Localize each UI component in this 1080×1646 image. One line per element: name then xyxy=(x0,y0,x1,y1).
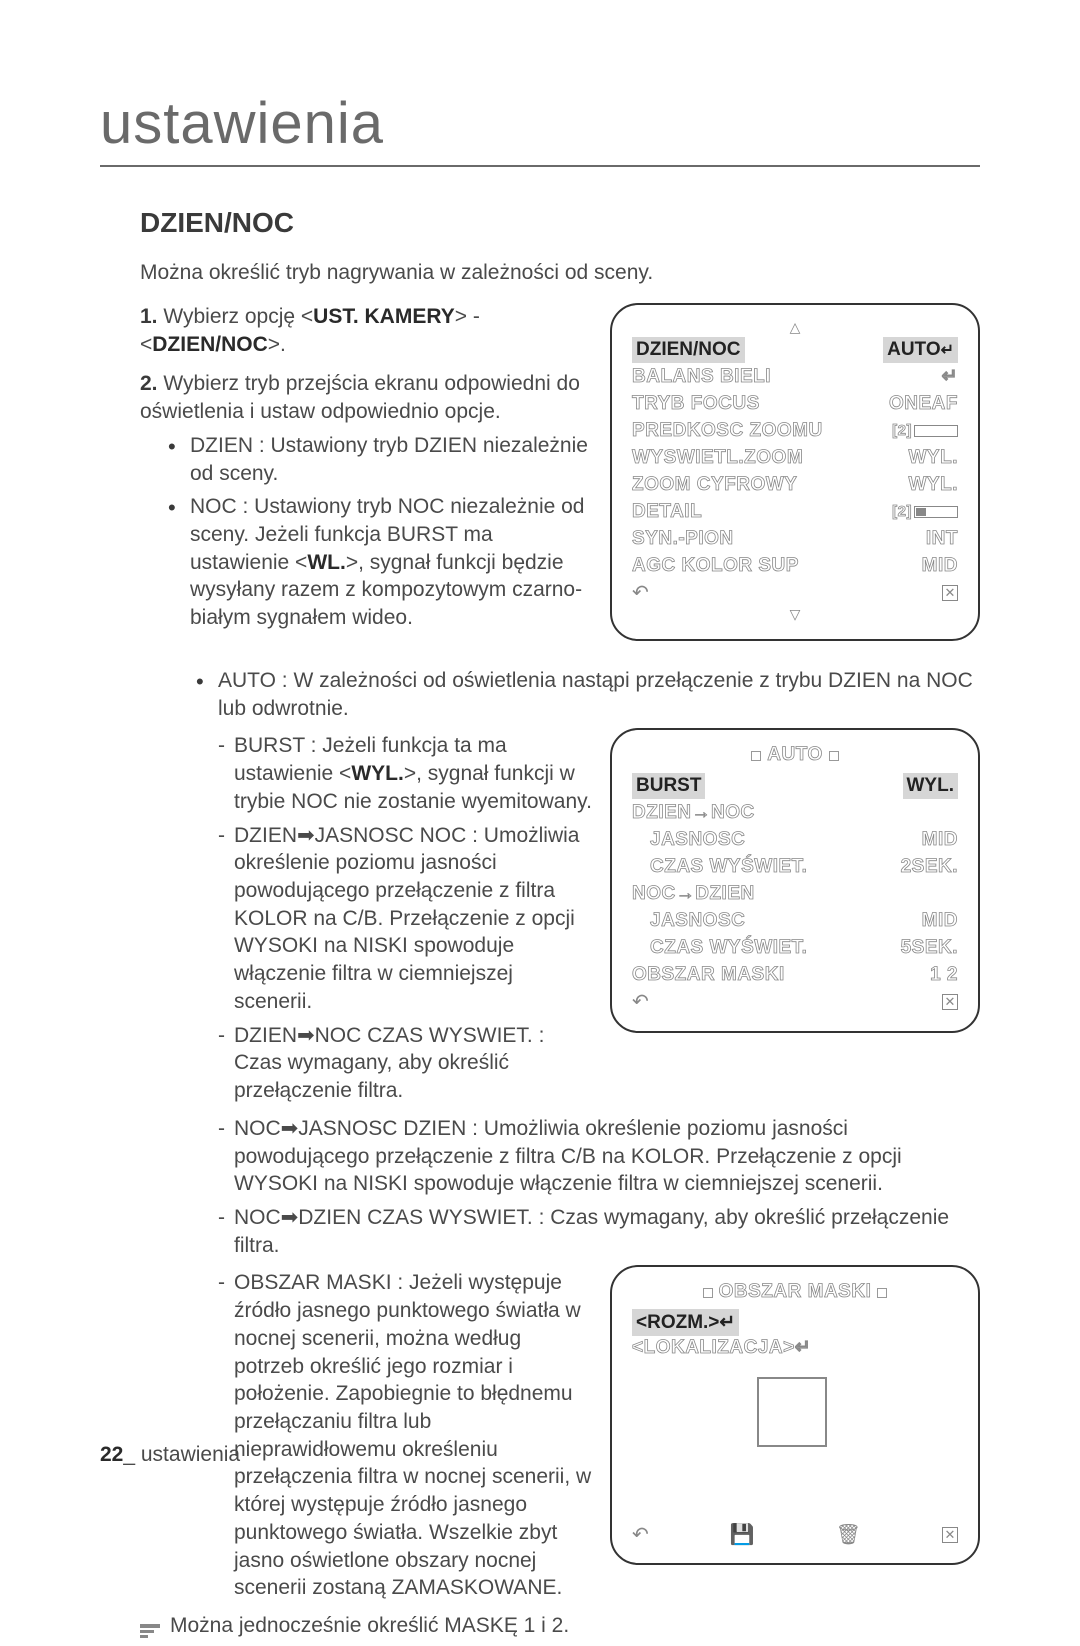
mask-square xyxy=(757,1377,827,1447)
dash-noc-czas: NOC➡DZIEN CZAS WYSWIET. : Czas wymagany,… xyxy=(218,1204,980,1259)
osd1-dziennoc-label: DZIEN/NOC xyxy=(632,337,745,363)
osd2-jasnosc1-value: MID xyxy=(922,829,958,851)
return-icon-3: ↶ xyxy=(632,1522,649,1547)
return-icon: ↶ xyxy=(632,580,649,605)
osd1-predkosc-label: PREDKOSC ZOOMU xyxy=(632,420,823,442)
osd1-focus-label: TRYB FOCUS xyxy=(632,393,760,415)
step-1-num: 1. xyxy=(140,305,158,328)
step-2-text: Wybierz tryb przejścia ekranu odpowiedni… xyxy=(140,372,580,423)
page-number: 22 xyxy=(100,1443,123,1466)
osd3-rozm: <ROZM.>↵ xyxy=(632,1309,739,1336)
osd2-jasnosc2-label: JASNOSC xyxy=(632,910,745,932)
osd2-czas1-label: CZAS WYŚWIET. xyxy=(632,856,807,878)
page-footer: 22_ ustawienia xyxy=(100,1443,240,1467)
page-title: ustawienia xyxy=(100,90,980,167)
osd1-agc-value: MID xyxy=(922,555,958,577)
osd1-detail-slider: [2] xyxy=(892,503,958,520)
close-icon: ✕ xyxy=(942,585,958,601)
return-icon-2: ↶ xyxy=(632,989,649,1014)
step-2-num: 2. xyxy=(140,372,158,395)
dash-dzien-jasnosc: DZIEN➡JASNOSC NOC : Umożliwia określenie… xyxy=(218,822,592,1016)
step-1-bold-2: DZIEN/NOC xyxy=(152,333,268,356)
dash-obszar-maski: OBSZAR MASKI : Jeżeli występuje źródło j… xyxy=(218,1269,592,1602)
osd1-wyswietl-value: WYL. xyxy=(909,447,959,469)
osd-panel-3: OBSZAR MASKI <ROZM.>↵ <LOKALIZACJA>↵ ↶ 💾… xyxy=(610,1265,980,1565)
osd2-nocdzien-label: NOC→DZIEN xyxy=(632,883,755,905)
note-text: Można jednocześnie określić MASKĘ 1 i 2. xyxy=(170,1612,569,1640)
osd2-czas2-value: 5SEK. xyxy=(901,937,958,959)
osd2-burst-value: WYL. xyxy=(903,773,959,799)
osd2-jasnosc2-value: MID xyxy=(922,910,958,932)
step-1-text-a: Wybierz opcję < xyxy=(163,305,313,328)
osd1-agc-label: AGC KOLOR SUP xyxy=(632,555,799,577)
dash-dzien-czas: DZIEN➡NOC CZAS WYSWIET. : Czas wymagany,… xyxy=(218,1022,592,1105)
bullet-noc: NOC : Ustawiony tryb NOC niezależnie od … xyxy=(168,493,592,632)
osd-panel-2: AUTO BURST WYL. DZIEN→NOC JASNOSC MID CZAS… xyxy=(610,728,980,1033)
osd1-zoom-value: WYL. xyxy=(909,474,959,496)
intro-text: Można określić tryb nagrywania w zależno… xyxy=(140,261,980,285)
osd1-focus-value: ONEAF xyxy=(889,393,958,415)
triangle-up-icon: △ xyxy=(632,319,958,336)
dash-burst: BURST : Jeżeli funkcja ta ma ustawienie … xyxy=(218,732,592,815)
section-heading: DZIEN/NOC xyxy=(140,207,980,239)
footer-label: ustawienia xyxy=(141,1443,240,1466)
osd2-obszar-label: OBSZAR MASKI xyxy=(632,964,785,986)
osd1-wyswietl-label: WYSWIETL.ZOOM xyxy=(632,447,803,469)
note-icon xyxy=(140,1618,160,1632)
osd1-balans-label: BALANS BIELI xyxy=(632,366,771,388)
osd1-detail-label: DETAIL xyxy=(632,501,702,523)
step-2: 2. Wybierz tryb przejścia ekranu odpowie… xyxy=(140,370,592,631)
bullet-dzien: DZIEN : Ustawiony tryb DZIEN niezależnie… xyxy=(168,432,592,487)
footer-underscore: _ xyxy=(123,1443,141,1466)
save-icon: 💾 xyxy=(730,1522,755,1547)
step-1-text-e: >. xyxy=(268,333,286,356)
osd1-syn-value: INT xyxy=(926,528,958,550)
osd3-title: OBSZAR MASKI xyxy=(632,1281,958,1303)
osd2-burst-label: BURST xyxy=(632,773,705,799)
bullet-noc-bold: WL. xyxy=(307,551,345,574)
close-icon-2: ✕ xyxy=(942,994,958,1010)
osd1-balans-value: ↵ xyxy=(942,365,958,388)
osd2-czas1-value: 2SEK. xyxy=(901,856,958,878)
osd1-dziennoc-value: AUTO↵ xyxy=(883,337,958,363)
enter-icon: ↵ xyxy=(941,342,954,359)
bullet-auto: AUTO : W zależności od oświetlenia nastą… xyxy=(196,667,980,722)
osd2-jasnosc1-label: JASNOSC xyxy=(632,829,745,851)
osd1-syn-label: SYN.-PION xyxy=(632,528,734,550)
osd1-predkosc-slider: [2] xyxy=(892,422,958,439)
triangle-down-icon: ▽ xyxy=(632,606,958,623)
step-1-bold-1: UST. KAMERY xyxy=(313,305,455,328)
osd-panel-1: △ DZIEN/NOC AUTO↵ BALANS BIELI ↵ TRYB FOCU… xyxy=(610,303,980,641)
trash-icon: 🗑 xyxy=(836,1522,861,1547)
close-icon-3: ✕ xyxy=(942,1527,958,1543)
osd2-dziennoc-label: DZIEN→NOC xyxy=(632,802,755,824)
osd2-title: AUTO xyxy=(632,744,958,766)
dash-burst-bold: WYL. xyxy=(351,762,404,785)
osd2-czas2-label: CZAS WYŚWIET. xyxy=(632,937,807,959)
osd3-lokalizacja: <LOKALIZACJA>↵ xyxy=(632,1336,811,1359)
step-1: 1. Wybierz opcję <UST. KAMERY> - <DZIEN/… xyxy=(140,303,592,358)
dash-noc-jasnosc: NOC➡JASNOSC DZIEN : Umożliwia określenie… xyxy=(218,1115,980,1198)
osd2-obszar-value: 1 2 xyxy=(930,964,958,986)
osd1-zoom-label: ZOOM CYFROWY xyxy=(632,474,797,496)
